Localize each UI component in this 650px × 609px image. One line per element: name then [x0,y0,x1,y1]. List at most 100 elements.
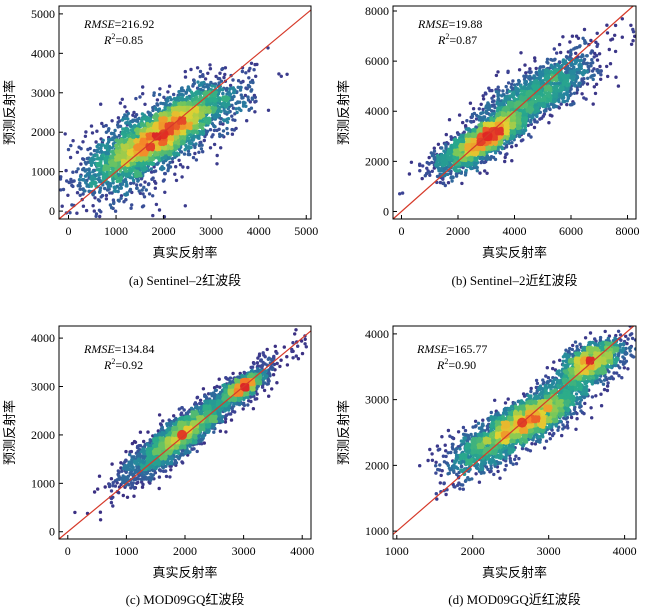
scatter-point [557,60,562,65]
scatter-point [547,104,551,108]
scatter-point [464,168,468,173]
scatter-point [250,97,255,101]
scatter-point [95,144,99,149]
scatter-point [461,120,465,125]
scatter-point [498,145,502,149]
scatter-point [84,180,88,185]
scatter-point [222,108,226,112]
scatter-point [517,134,522,138]
scatter-point [110,170,114,174]
scatter-point [219,109,223,114]
scatter-point [78,174,83,179]
scatter-point [430,169,434,173]
scatter-point [594,82,599,87]
scatter-point [232,128,236,132]
scatter-point [169,131,173,135]
scatter-point [135,186,139,190]
scatter-point [66,193,70,197]
scatter-point [217,113,222,118]
scatter-point [202,138,206,143]
scatter-point [151,105,155,110]
scatter-point [212,142,217,147]
scatter-point [400,191,405,195]
scatter-point [200,108,204,112]
scatter-point [186,122,190,126]
scatter-point [228,93,232,98]
scatter-point [121,127,125,131]
scatter-point [236,100,240,105]
plot-frame [58,5,312,220]
scatter-point [481,94,485,98]
scatter-point [142,185,146,189]
scatter-point [107,140,111,144]
scatter-point [247,108,251,112]
scatter-point [505,152,509,156]
scatter-point [195,116,200,121]
scatter-point [223,66,228,70]
scatter-point [143,140,147,144]
scatter-point [126,117,130,121]
scatter-point [582,80,586,85]
scatter-point [480,157,485,161]
scatter-point [160,165,164,169]
scatter-point [166,90,170,94]
scatter-point [555,51,559,55]
scatter-point [130,203,134,207]
scatter-point [127,151,131,155]
scatter-point [119,196,123,200]
scatter-point [113,209,118,213]
scatter-point [478,171,482,175]
scatter-point [136,130,140,135]
scatter-point [582,77,586,81]
x-tick-label: 3000 [199,224,223,238]
scatter-point [569,103,574,107]
scatter-point [169,142,174,146]
scatter-point [503,159,507,164]
scatter-point [436,163,441,167]
scatter-point [168,145,173,149]
scatter-point [91,204,95,208]
scatter-point [119,185,123,190]
scatter-point [157,107,162,111]
scatter-point [590,58,594,62]
scatter-point [137,189,141,193]
scatter-point [96,173,100,177]
scatter-point [496,97,501,101]
scatter-point [194,142,198,146]
scatter-point [481,97,486,101]
scatter-point [167,122,171,126]
scatter-point [249,106,254,110]
scatter-point [86,147,90,152]
scatter-point [553,62,557,67]
scatter-point [139,141,143,146]
scatter-point [421,164,425,168]
scatter-point [155,146,160,151]
scatter-point [506,81,511,85]
scatter-point [77,178,82,182]
scatter-point [140,118,144,123]
scatter-point [590,74,594,78]
scatter-point [500,94,504,98]
y-tick-label: 2000 [31,125,55,139]
scatter-point [119,176,123,180]
scatter-point [122,152,126,156]
scatter-point [180,86,184,90]
scatter-point [225,86,229,91]
scatter-point [95,150,99,154]
scatter-point [173,143,178,148]
scatter-point [217,77,222,81]
scatter-point [201,122,206,127]
scatter-point [151,213,155,218]
scatter-point [407,172,412,176]
scatter-point [178,101,182,106]
scatter-point [475,165,479,170]
scatter-point [188,102,192,106]
scatter-point [84,162,88,166]
scatter-point [123,168,128,172]
scatter-point [231,86,235,90]
scatter-point [163,105,167,110]
x-tick-label: 0 [66,224,72,238]
scatter-point [75,150,80,154]
scatter-point [482,160,486,165]
scatter-point [459,171,463,175]
